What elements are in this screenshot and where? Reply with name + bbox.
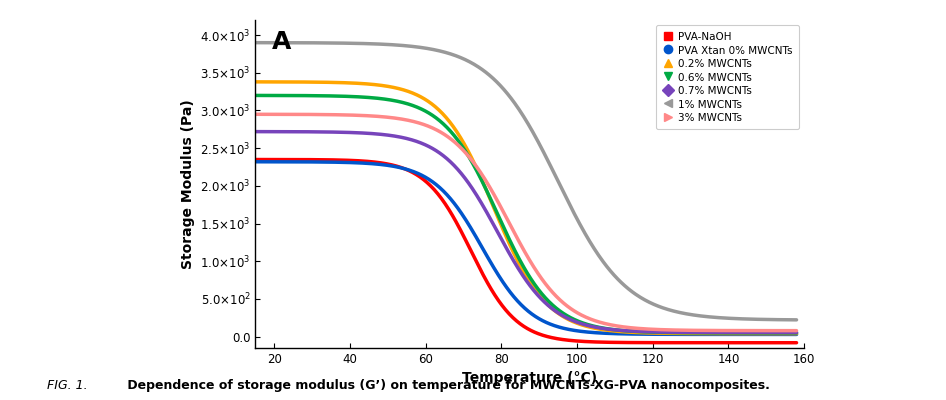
Text: FIG. 1.: FIG. 1. [47,379,88,392]
0.7% MWCNTs [389,134,400,138]
PVA-NaOH [345,158,357,163]
PVA-NaOH [569,338,580,343]
0.7% MWCNTs [495,234,506,239]
3% MWCNTs [611,324,622,328]
PVA-NaOH [495,300,506,305]
0.6% MWCNTs [611,328,622,332]
1% MWCNTs [569,211,580,216]
Line: PVA Xtan 0% MWCNTs: PVA Xtan 0% MWCNTs [255,162,797,334]
0.6% MWCNTs [389,98,400,103]
Line: 0.7% MWCNTs: 0.7% MWCNTs [255,132,797,332]
PVA-NaOH [657,340,669,345]
3% MWCNTs [569,308,580,313]
0.7% MWCNTs [250,129,261,134]
0.6% MWCNTs [495,218,506,222]
Y-axis label: Storage Modulus (Pa): Storage Modulus (Pa) [181,99,195,269]
3% MWCNTs [495,204,506,208]
3% MWCNTs [791,328,802,333]
PVA Xtan 0% MWCNTs [791,332,802,337]
3% MWCNTs [345,113,357,118]
0.6% MWCNTs [569,317,580,322]
0.7% MWCNTs [569,319,580,324]
0.2% MWCNTs [389,85,400,90]
Legend: PVA-NaOH, PVA Xtan 0% MWCNTs, 0.2% MWCNTs, 0.6% MWCNTs, 0.7% MWCNTs, 1% MWCNTs, : PVA-NaOH, PVA Xtan 0% MWCNTs, 0.2% MWCNT… [657,25,798,129]
1% MWCNTs [791,318,802,322]
PVA Xtan 0% MWCNTs [569,328,580,333]
0.2% MWCNTs [657,331,669,336]
1% MWCNTs [495,83,506,88]
0.6% MWCNTs [250,93,261,98]
1% MWCNTs [250,40,261,45]
PVA Xtan 0% MWCNTs [495,276,506,280]
PVA-NaOH [250,157,261,162]
0.2% MWCNTs [250,80,261,84]
PVA Xtan 0% MWCNTs [345,160,357,165]
0.2% MWCNTs [495,220,506,225]
1% MWCNTs [389,42,400,47]
Line: 0.2% MWCNTs: 0.2% MWCNTs [255,82,797,334]
0.7% MWCNTs [611,328,622,332]
0.6% MWCNTs [345,94,357,99]
0.2% MWCNTs [611,329,622,334]
0.7% MWCNTs [657,330,669,334]
0.7% MWCNTs [345,130,357,135]
0.6% MWCNTs [791,330,802,335]
PVA Xtan 0% MWCNTs [657,332,669,337]
0.2% MWCNTs [345,80,357,85]
PVA Xtan 0% MWCNTs [611,331,622,336]
Line: 0.6% MWCNTs: 0.6% MWCNTs [255,96,797,333]
Line: PVA-NaOH: PVA-NaOH [255,160,797,343]
0.6% MWCNTs [657,330,669,335]
PVA-NaOH [389,163,400,168]
0.7% MWCNTs [791,330,802,335]
0.2% MWCNTs [569,320,580,324]
1% MWCNTs [657,306,669,310]
Text: A: A [272,30,291,54]
X-axis label: Temperature (°C): Temperature (°C) [463,372,597,386]
PVA-NaOH [791,340,802,345]
3% MWCNTs [250,112,261,117]
PVA-NaOH [611,340,622,345]
Line: 3% MWCNTs: 3% MWCNTs [255,114,797,331]
PVA Xtan 0% MWCNTs [389,164,400,169]
Line: 1% MWCNTs: 1% MWCNTs [255,43,797,320]
1% MWCNTs [345,41,357,46]
0.2% MWCNTs [791,331,802,336]
Text: Dependence of storage modulus (G’) on temperature for MWCNTs-XG-PVA nanocomposit: Dependence of storage modulus (G’) on te… [123,379,770,392]
PVA Xtan 0% MWCNTs [250,159,261,164]
3% MWCNTs [389,116,400,120]
3% MWCNTs [657,327,669,332]
1% MWCNTs [611,276,622,280]
